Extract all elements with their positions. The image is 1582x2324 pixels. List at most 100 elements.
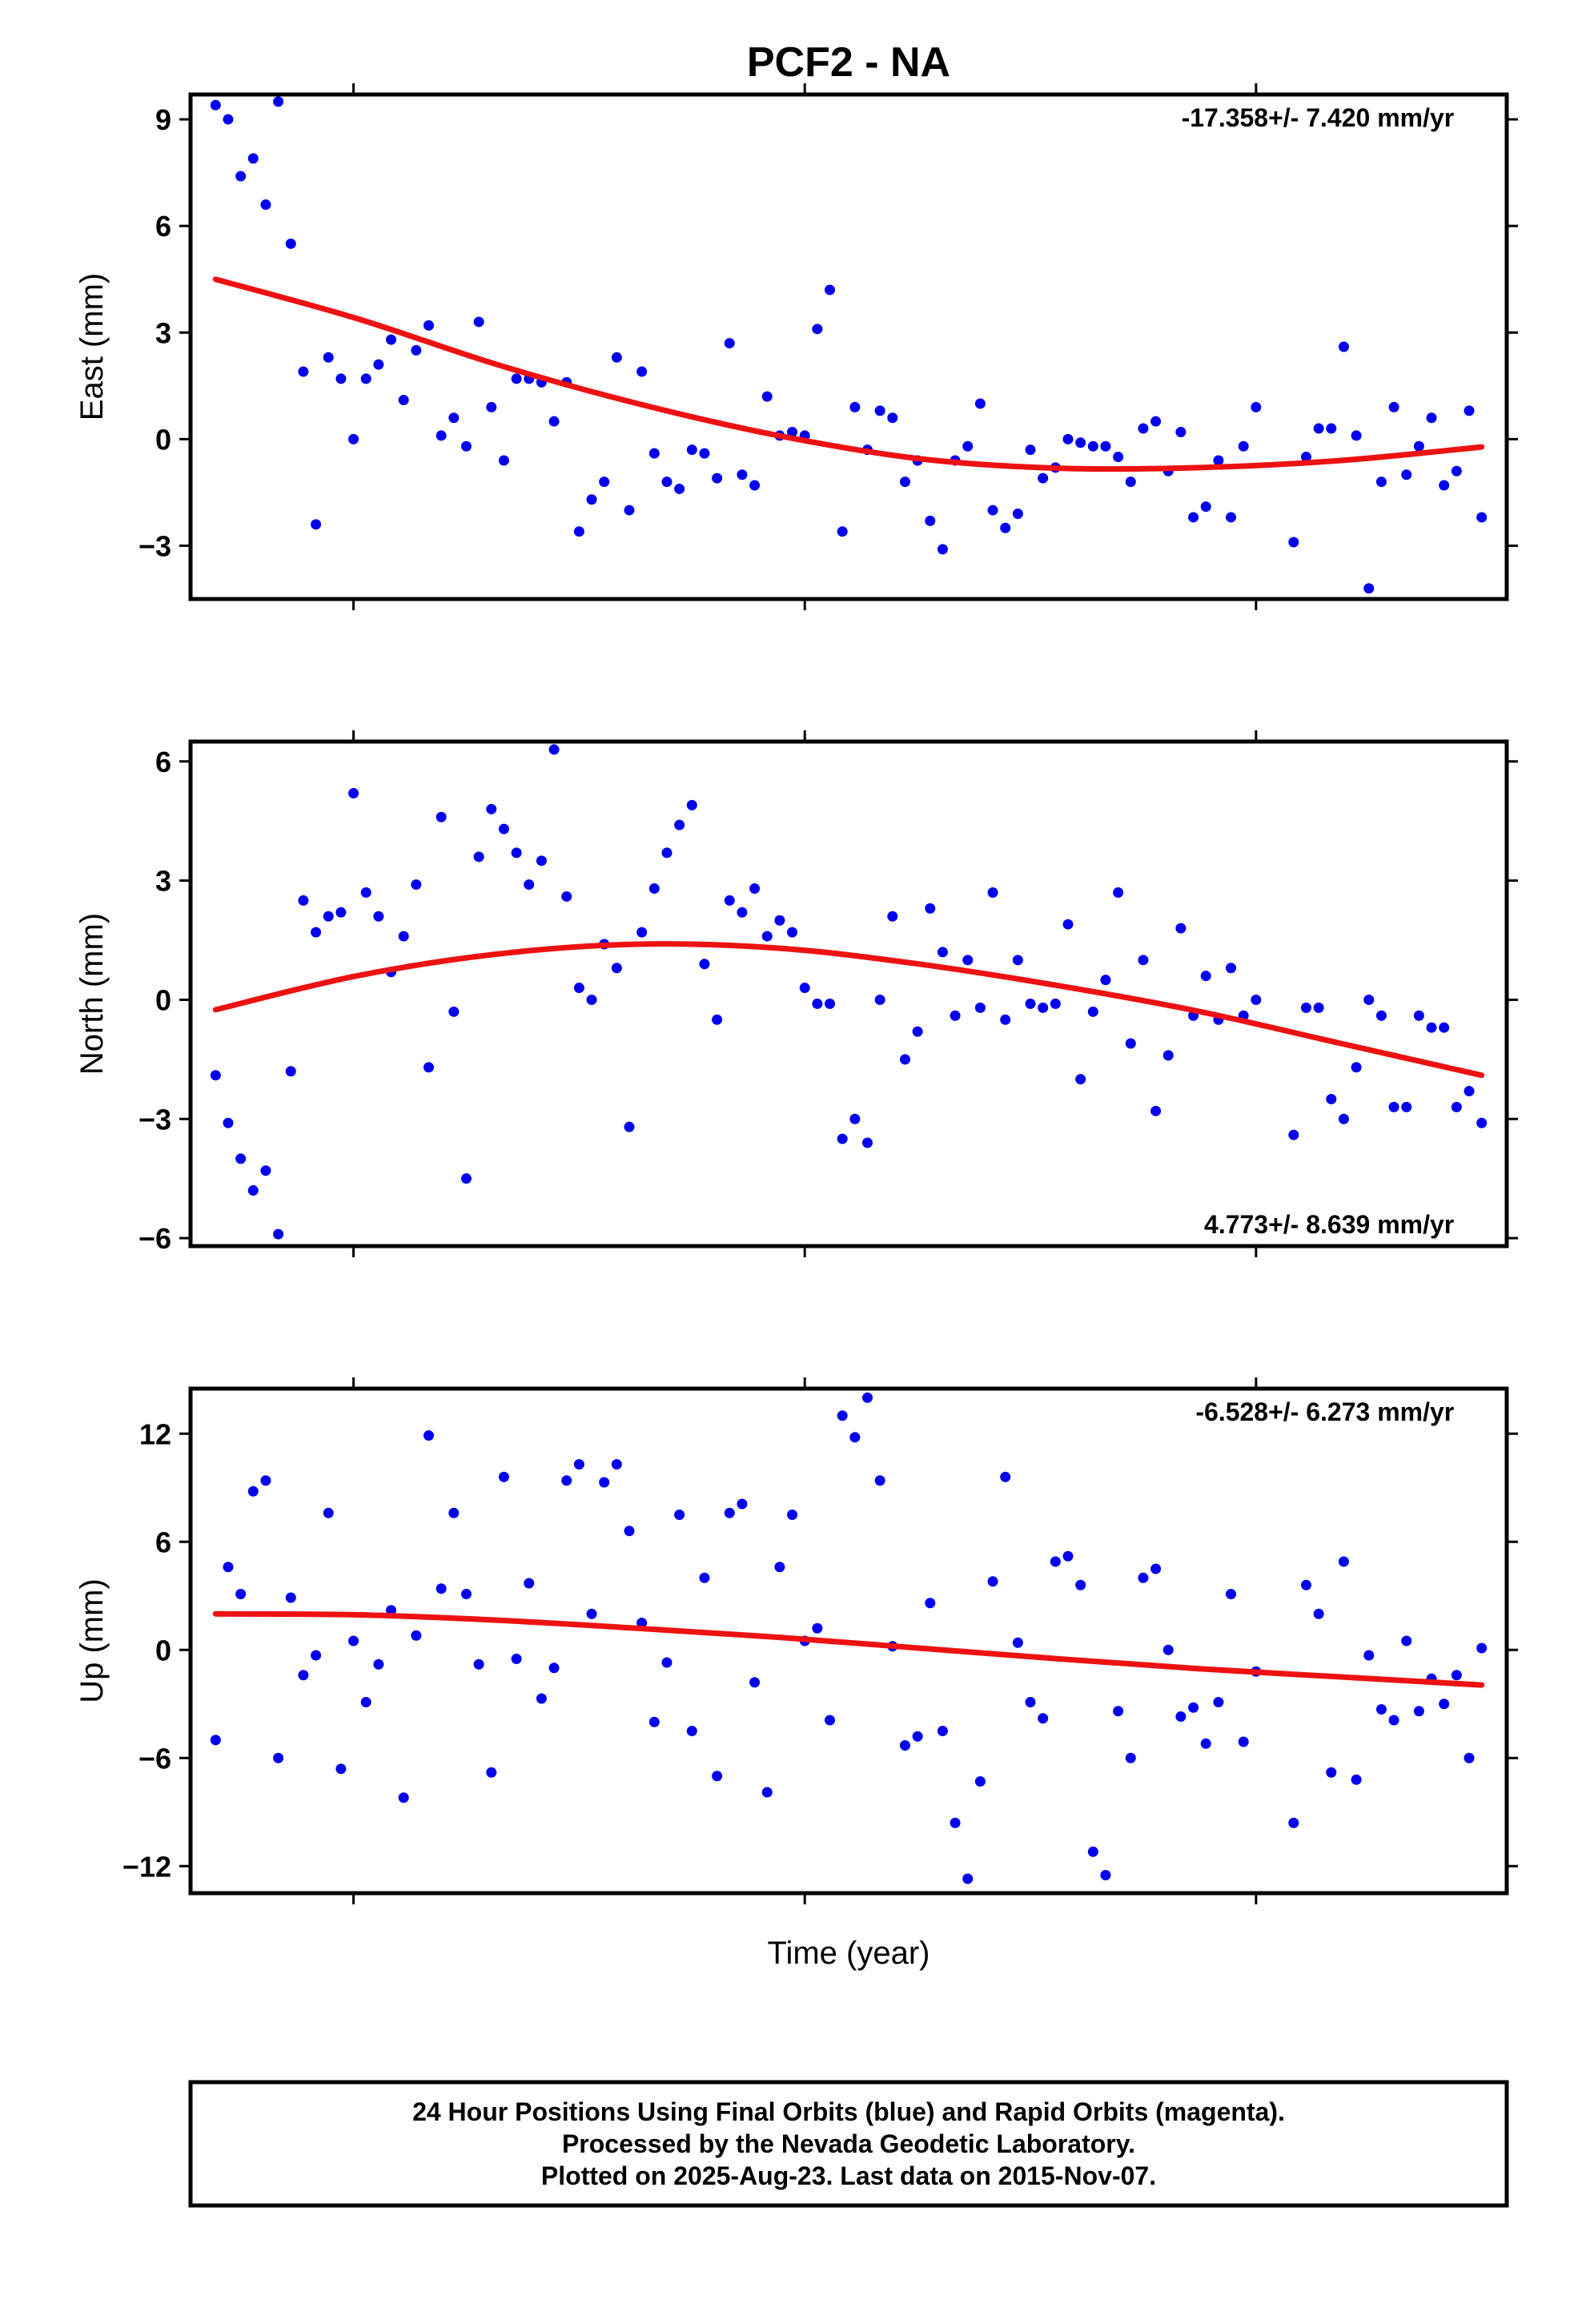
data-point-east bbox=[247, 153, 259, 164]
data-point-up bbox=[561, 1475, 572, 1486]
data-point-up bbox=[285, 1592, 296, 1603]
data-point-north bbox=[1300, 1002, 1311, 1013]
data-point-up bbox=[1038, 1713, 1049, 1724]
data-point-north bbox=[548, 744, 560, 755]
data-point-east bbox=[887, 412, 898, 424]
data-point-east bbox=[699, 448, 710, 459]
data-point-up bbox=[586, 1608, 597, 1619]
y-tick-label: 0 bbox=[155, 423, 171, 456]
y-tick-label: 0 bbox=[155, 983, 171, 1016]
data-point-east bbox=[1138, 423, 1149, 434]
fit-curve-up bbox=[212, 1610, 1485, 1688]
data-point-up bbox=[360, 1697, 371, 1707]
data-point-east bbox=[1175, 426, 1186, 437]
data-point-east bbox=[1038, 472, 1049, 484]
data-point-up bbox=[1238, 1736, 1249, 1747]
data-point-up bbox=[486, 1767, 497, 1778]
data-point-north bbox=[912, 1026, 923, 1037]
data-point-east bbox=[599, 476, 610, 488]
y-tick-label: 6 bbox=[155, 1526, 171, 1558]
data-point-north bbox=[247, 1185, 259, 1196]
data-point-east bbox=[1300, 452, 1311, 463]
data-point-east bbox=[548, 416, 560, 427]
data-point-north bbox=[1426, 1022, 1437, 1033]
data-point-north bbox=[1401, 1101, 1412, 1112]
data-point-east bbox=[925, 515, 936, 526]
data-point-east bbox=[423, 320, 434, 331]
data-point-up bbox=[648, 1716, 660, 1727]
data-point-north bbox=[573, 983, 584, 994]
data-point-up bbox=[1375, 1704, 1387, 1715]
data-point-north bbox=[686, 799, 697, 810]
data-point-east bbox=[1288, 537, 1299, 548]
data-point-east bbox=[1150, 416, 1162, 427]
data-point-east bbox=[1439, 480, 1450, 491]
data-point-east bbox=[223, 114, 234, 125]
data-point-north bbox=[1251, 994, 1262, 1005]
data-point-north bbox=[1464, 1086, 1475, 1097]
data-point-up bbox=[849, 1432, 861, 1443]
y-tick-label: −6 bbox=[139, 1222, 171, 1255]
y-tick-label: 6 bbox=[155, 746, 171, 778]
data-point-up bbox=[1025, 1697, 1036, 1707]
data-point-up bbox=[661, 1657, 673, 1668]
data-point-east bbox=[636, 366, 648, 377]
data-point-east bbox=[498, 455, 509, 466]
data-point-north bbox=[1226, 963, 1237, 974]
data-point-north bbox=[812, 998, 823, 1009]
rate-label-up: -6.528+/- 6.273 mm/yr bbox=[1195, 1397, 1454, 1426]
data-point-up bbox=[235, 1589, 247, 1599]
data-point-east bbox=[1401, 469, 1412, 480]
data-point-east bbox=[1326, 423, 1337, 434]
data-point-east bbox=[1451, 465, 1462, 476]
footer-line-3: Plotted on 2025-Aug-23. Last data on 201… bbox=[541, 2161, 1156, 2190]
data-point-east bbox=[398, 395, 409, 406]
data-point-up bbox=[1012, 1637, 1023, 1648]
data-point-up bbox=[373, 1659, 384, 1670]
data-point-up bbox=[1075, 1579, 1086, 1590]
data-point-up bbox=[1476, 1642, 1488, 1654]
data-point-up bbox=[937, 1726, 948, 1736]
data-point-east bbox=[1087, 440, 1098, 452]
data-point-north bbox=[661, 847, 673, 858]
data-point-east bbox=[273, 96, 284, 107]
data-point-up bbox=[712, 1771, 723, 1782]
data-point-north bbox=[712, 1014, 723, 1025]
y-tick-label: −12 bbox=[122, 1850, 171, 1883]
data-point-north bbox=[925, 903, 936, 914]
data-point-up bbox=[974, 1776, 986, 1787]
data-point-up bbox=[1175, 1711, 1186, 1722]
data-point-north bbox=[210, 1070, 221, 1081]
y-axis-label-north: North (mm) bbox=[74, 913, 110, 1075]
data-point-east bbox=[360, 373, 371, 384]
data-point-up bbox=[611, 1459, 622, 1470]
data-point-east bbox=[712, 472, 723, 484]
data-point-east bbox=[974, 398, 986, 409]
panel-up: 12 6 0 −6 −12 -6.528+/- 6.273 mm/yr Up (mm) bbox=[74, 1377, 1518, 1904]
data-point-east bbox=[1012, 509, 1023, 520]
data-point-east bbox=[298, 366, 309, 377]
data-point-up bbox=[1388, 1715, 1399, 1726]
data-point-up bbox=[548, 1663, 560, 1674]
data-point-up bbox=[1413, 1706, 1424, 1717]
data-point-north bbox=[1100, 975, 1111, 986]
data-point-east bbox=[987, 505, 998, 516]
data-point-east bbox=[812, 324, 823, 335]
data-point-north bbox=[648, 883, 660, 895]
data-point-east bbox=[1200, 501, 1211, 513]
data-point-north bbox=[1150, 1105, 1162, 1116]
data-point-north bbox=[624, 1121, 635, 1132]
data-point-north bbox=[737, 907, 748, 918]
data-point-north bbox=[360, 887, 371, 899]
rate-label-north: 4.773+/- 8.639 mm/yr bbox=[1204, 1210, 1454, 1239]
data-point-east bbox=[1125, 476, 1136, 488]
data-point-up bbox=[1113, 1706, 1124, 1717]
data-point-up bbox=[737, 1498, 748, 1510]
data-point-north bbox=[761, 931, 773, 942]
data-point-up bbox=[774, 1562, 785, 1573]
data-point-north bbox=[1476, 1117, 1488, 1128]
data-point-north bbox=[311, 927, 322, 938]
data-point-up bbox=[411, 1630, 422, 1641]
data-point-up bbox=[950, 1817, 961, 1828]
data-point-north bbox=[235, 1153, 247, 1164]
